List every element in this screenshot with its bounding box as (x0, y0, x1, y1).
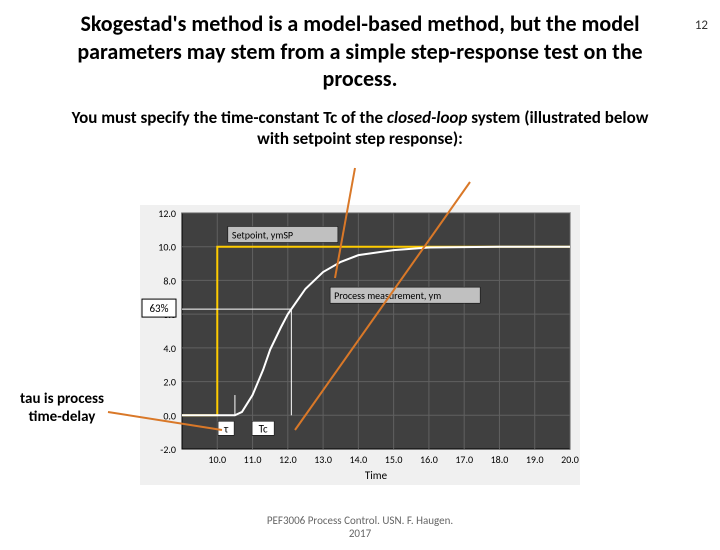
svg-text:Setpoint, ymSP: Setpoint, ymSP (232, 228, 293, 241)
svg-text:4.0: 4.0 (163, 342, 176, 355)
footer: PEF3006 Process Control. USN. F. Haugen.… (0, 514, 720, 540)
svg-text:14.0: 14.0 (349, 453, 367, 466)
svg-text:12.0: 12.0 (279, 453, 297, 466)
svg-text:16.0: 16.0 (420, 453, 438, 466)
chart-svg: 10.0 11.0 12.0 13.0 14.0 15.0 16.0 17.0 18.0 19.0… (140, 205, 580, 485)
tau-note: tau is process time-delay (12, 390, 112, 426)
svg-text:10.0: 10.0 (158, 241, 176, 254)
step-response-chart: 10.0 11.0 12.0 13.0 14.0 15.0 16.0 17.0 18.0 19.0… (140, 205, 580, 485)
slide-subtitle: You must specify the time-constant Tc of… (70, 107, 650, 150)
svg-text:-2.0: -2.0 (160, 443, 176, 456)
svg-text:20.0: 20.0 (561, 453, 579, 466)
svg-text:13.0: 13.0 (314, 453, 332, 466)
svg-text:Time: Time (365, 469, 388, 482)
svg-text:15.0: 15.0 (385, 453, 403, 466)
svg-text:19.0: 19.0 (526, 453, 544, 466)
svg-text:11.0: 11.0 (244, 453, 262, 466)
svg-text:2.0: 2.0 (163, 376, 176, 389)
subtitle-emph: closed-loop (387, 107, 467, 128)
svg-text:63%: 63% (149, 302, 168, 315)
footer-line1: PEF3006 Process Control. USN. F. Haugen. (267, 514, 453, 527)
slide-number: 12 (695, 18, 708, 33)
svg-text:17.0: 17.0 (455, 453, 473, 466)
svg-text:10.0: 10.0 (208, 453, 226, 466)
subtitle-pre: You must specify the time-constant Tc of… (72, 107, 387, 128)
svg-text:0.0: 0.0 (163, 409, 176, 422)
footer-line2: 2017 (349, 527, 371, 540)
svg-text:12.0: 12.0 (158, 207, 176, 220)
svg-text:Process measurement, ym: Process measurement, ym (334, 289, 441, 302)
svg-text:8.0: 8.0 (163, 274, 176, 287)
svg-text:Tc: Tc (259, 422, 268, 435)
svg-text:18.0: 18.0 (491, 453, 509, 466)
slide-title: Skogestad's method is a model-based meth… (40, 10, 680, 93)
svg-text:τ: τ (223, 422, 229, 435)
